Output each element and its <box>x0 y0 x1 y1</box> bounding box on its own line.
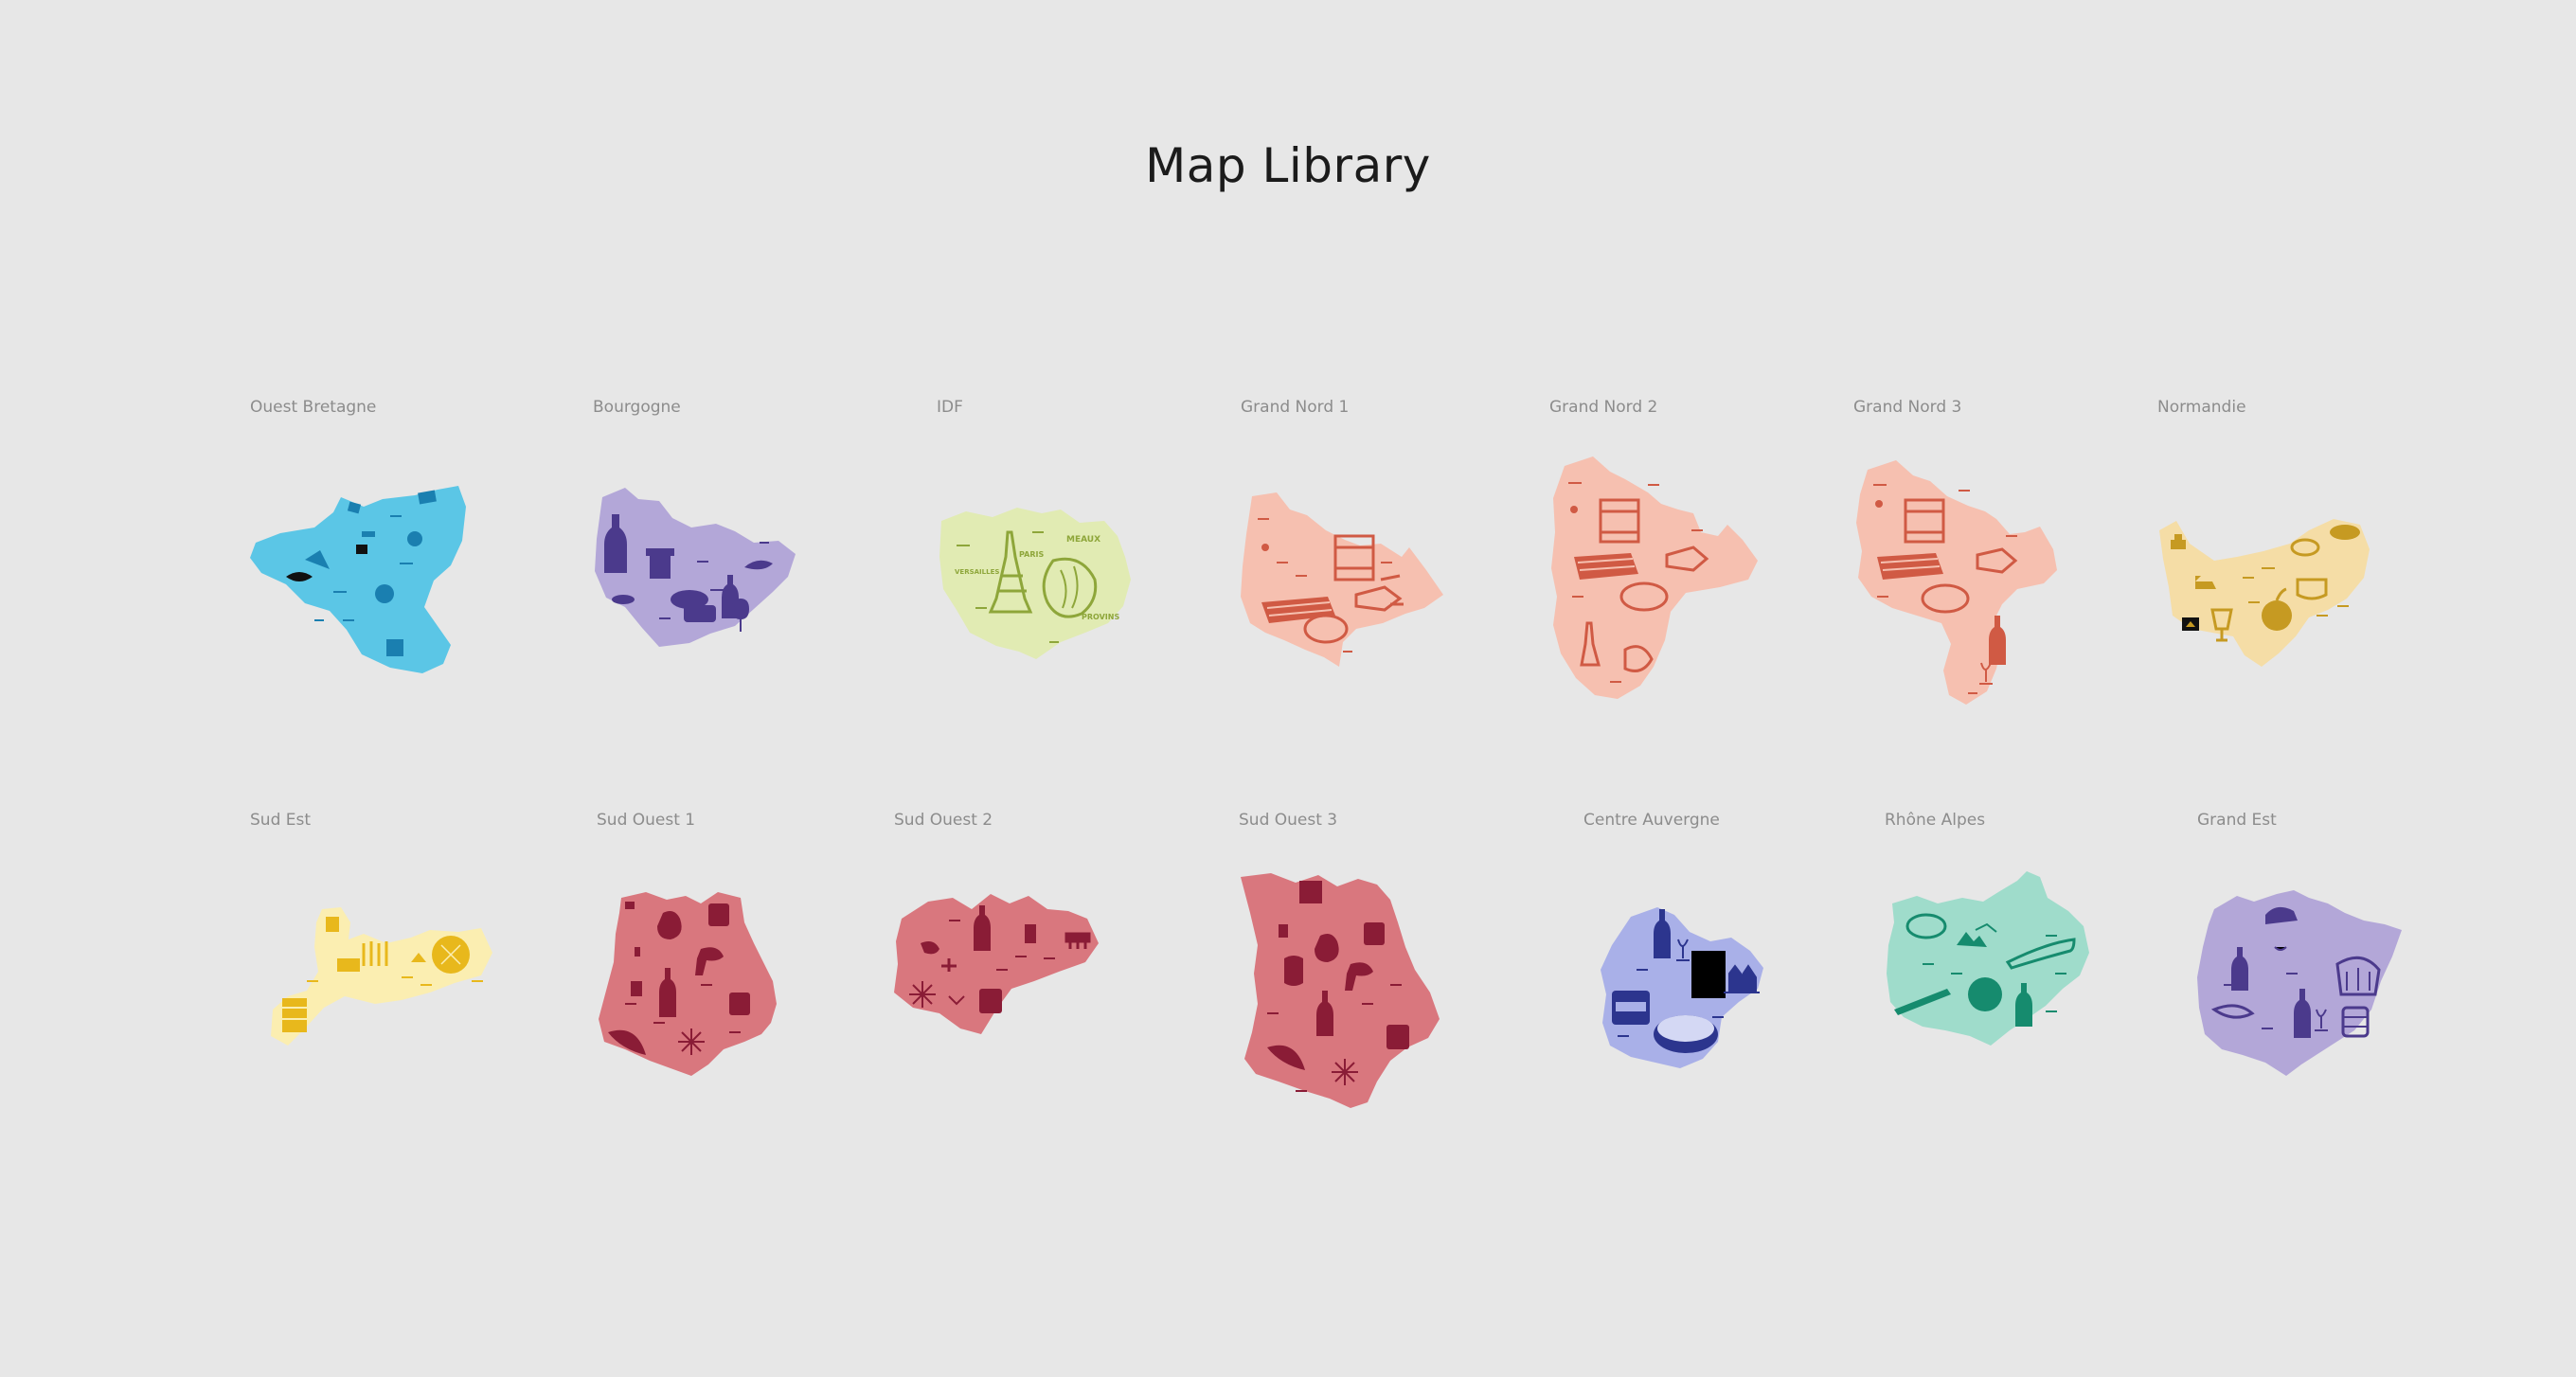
map-thumbnail-rhone-alpes[interactable] <box>1885 869 2089 1049</box>
map-label: Sud Ouest 2 <box>894 811 993 830</box>
map-label: Sud Ouest 3 <box>1239 811 1338 830</box>
map-thumbnail-idf[interactable]: MEAUX PARIS VERSAILLES PROVINS <box>938 504 1131 663</box>
map-label: Grand Nord 2 <box>1549 398 1658 417</box>
place-name-paris: PARIS <box>1019 550 1044 559</box>
map-label: Normandie <box>2157 398 2246 417</box>
map-thumbnail-grand-est[interactable] <box>2195 886 2402 1076</box>
map-thumbnail-sud-est[interactable] <box>269 905 492 1047</box>
map-thumbnail-ouest-bretagne[interactable] <box>248 478 466 677</box>
map-label: Grand Est <box>2197 811 2277 830</box>
map-label: IDF <box>937 398 963 417</box>
map-label: Centre Auvergne <box>1583 811 1720 830</box>
map-thumbnail-normandie[interactable] <box>2157 511 2370 669</box>
map-label: Sud Est <box>250 811 312 830</box>
map-thumbnail-sud-ouest-3[interactable] <box>1239 871 1440 1108</box>
place-name-provins: PROVINS <box>1082 613 1119 621</box>
map-thumbnail-grand-nord-1[interactable] <box>1239 491 1443 667</box>
map-thumbnail-sud-ouest-2[interactable] <box>892 890 1099 1038</box>
page-title: Map Library <box>1145 138 1431 193</box>
map-label: Rhône Alpes <box>1885 811 1986 830</box>
map-label: Sud Ouest 1 <box>597 811 696 830</box>
place-name-versailles: VERSAILLES <box>955 568 999 576</box>
map-label: Bourgogne <box>593 398 681 417</box>
place-name-meaux: MEAUX <box>1066 535 1100 545</box>
map-thumbnail-sud-ouest-1[interactable] <box>597 890 777 1076</box>
map-thumbnail-grand-nord-3[interactable] <box>1854 456 2063 706</box>
map-label: Grand Nord 3 <box>1853 398 1962 417</box>
map-label: Grand Nord 1 <box>1241 398 1350 417</box>
map-thumbnail-bourgogne[interactable] <box>593 486 797 651</box>
map-thumbnail-centre-auvergne[interactable] <box>1599 903 1765 1068</box>
map-thumbnail-grand-nord-2[interactable] <box>1549 455 1762 701</box>
map-label: Ouest Bretagne <box>250 398 377 417</box>
